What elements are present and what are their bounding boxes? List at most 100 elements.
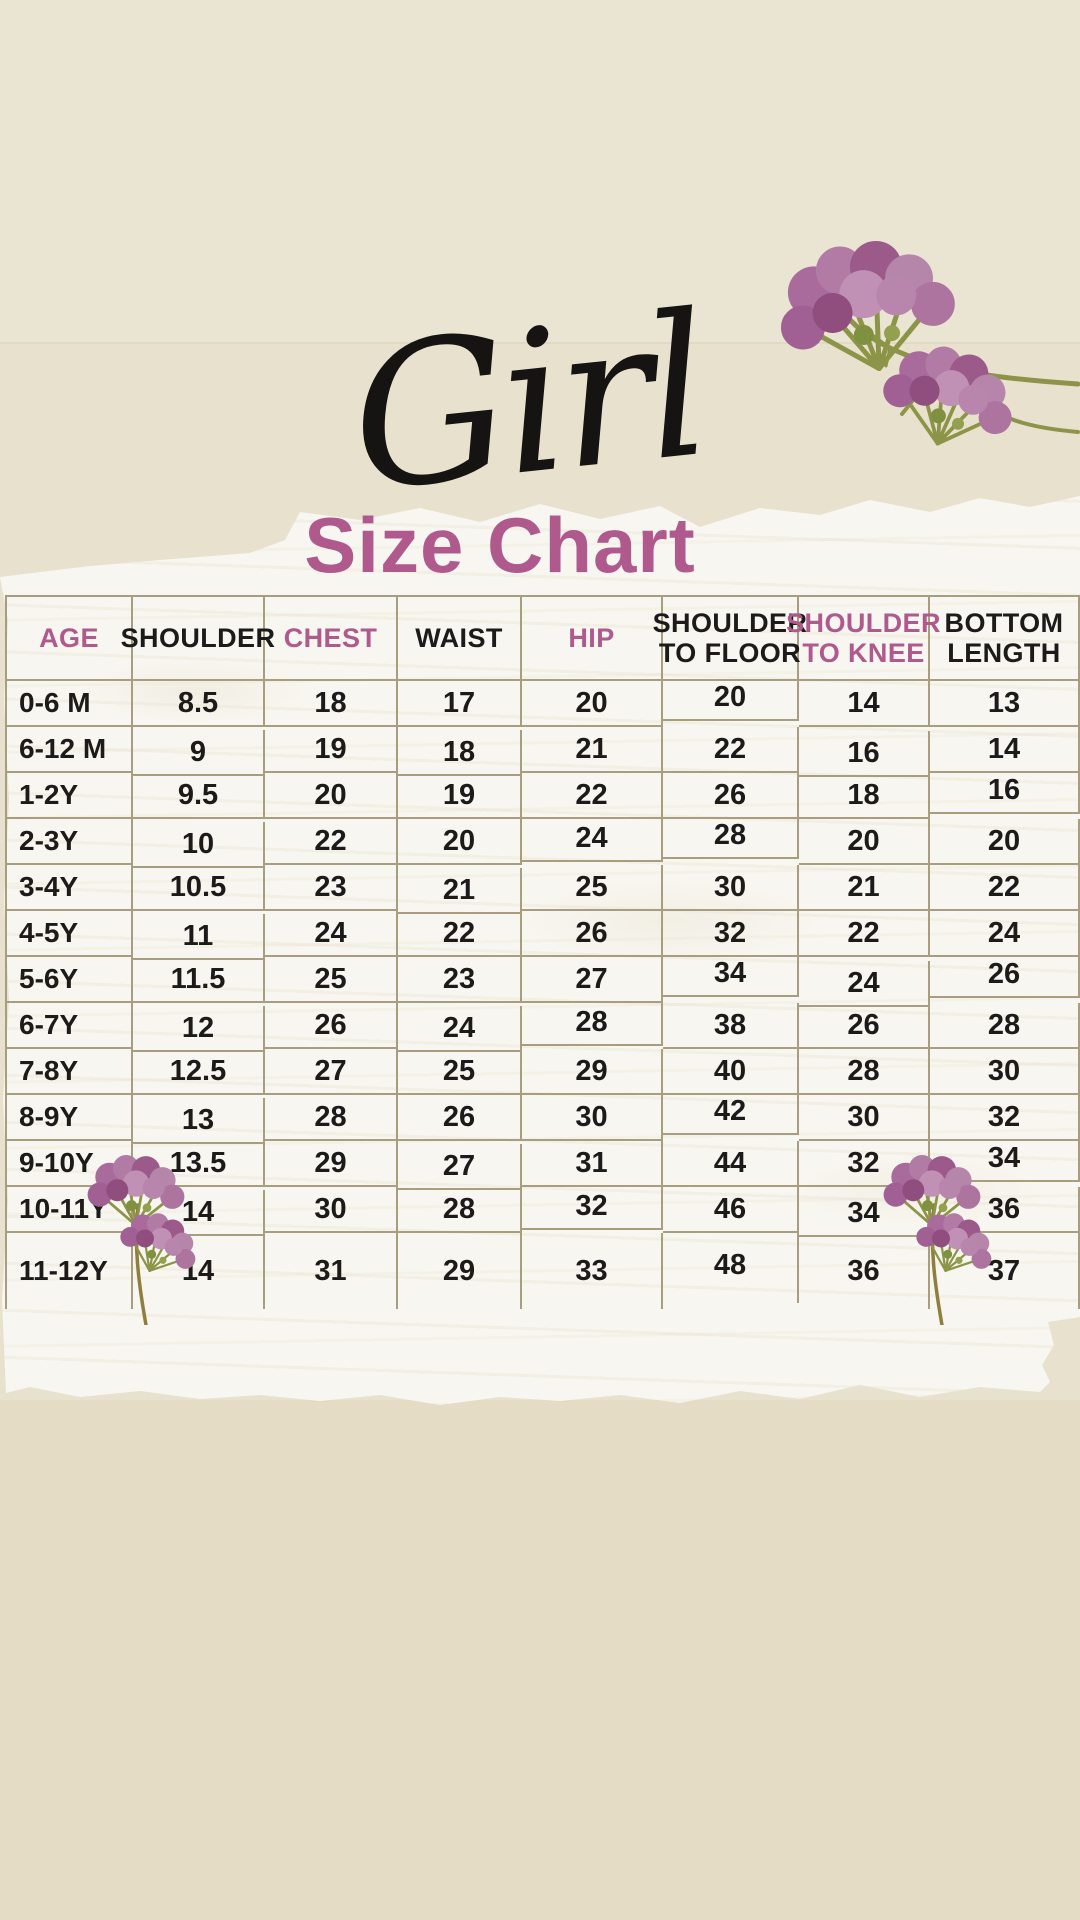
value-cell: 30	[522, 1095, 663, 1141]
table-row: 8-9Y 13 28 26 30 42 30 32	[5, 1089, 1080, 1144]
value-cell: 14	[133, 1233, 265, 1309]
value-cell: 25	[398, 1049, 522, 1095]
value-cell: 11	[133, 914, 265, 960]
value-cell: 30	[265, 1187, 398, 1233]
value-cell: 10	[133, 822, 265, 868]
table-row: 11-12Y 14 31 29 33 48 36 37	[5, 1227, 1080, 1309]
value-cell: 16	[799, 731, 930, 777]
value-cell: 14	[930, 727, 1080, 773]
value-cell: 23	[265, 865, 398, 911]
value-cell: 24	[522, 816, 663, 862]
value-cell: 21	[398, 868, 522, 914]
value-cell: 30	[930, 1049, 1080, 1095]
value-cell: 20	[930, 819, 1080, 865]
age-cell: 0-6 M	[5, 681, 133, 727]
table-row: 3-4Y 10.5 23 21 25 30 21 22	[5, 865, 1080, 914]
age-cell: 8-9Y	[5, 1095, 133, 1141]
value-cell: 32	[930, 1095, 1080, 1141]
column-header-chest: CHEST	[265, 595, 398, 681]
value-cell: 28	[799, 1049, 930, 1095]
table-body: 0-6 M 8.5 18 17 20 20 14 13 6-12 M 9 19 18 21 22 16 14 1…	[5, 675, 1080, 1309]
value-cell: 30	[663, 865, 799, 911]
table-row: 5-6Y 11.5 25 23 27 34 24 26	[5, 951, 1080, 1007]
value-cell: 37	[930, 1233, 1080, 1309]
value-cell: 26	[522, 911, 663, 957]
column-header-shoulder-to-floor: SHOULDER TO FLOOR	[653, 595, 807, 681]
value-cell: 11.5	[133, 957, 265, 1003]
value-cell: 28	[930, 1003, 1080, 1049]
value-cell: 23	[398, 957, 522, 1003]
table-row: 4-5Y 11 24 22 26 32 22 24	[5, 911, 1080, 960]
value-cell: 10.5	[133, 865, 265, 911]
value-cell: 31	[265, 1233, 398, 1309]
value-cell: 24	[799, 961, 930, 1007]
value-cell: 22	[663, 727, 799, 773]
age-cell: 5-6Y	[5, 957, 133, 1003]
value-cell: 21	[799, 865, 930, 911]
table-header-row: AGE SHOULDER CHEST WAIST HIP SHOULDER TO FLOO…	[5, 595, 1080, 681]
flower-bottom-right-icon	[882, 1153, 1000, 1325]
value-cell: 26	[398, 1095, 522, 1141]
value-cell: 29	[522, 1049, 663, 1095]
value-cell: 22	[265, 819, 398, 865]
value-cell: 21	[522, 727, 663, 773]
size-table: AGE SHOULDER CHEST WAIST HIP SHOULDER TO FLOO…	[5, 595, 1080, 1309]
value-cell: 36	[930, 1187, 1080, 1233]
table-row: 6-12 M 9 19 18 21 22 16 14	[5, 727, 1080, 777]
flower-bottom-left-icon	[86, 1153, 204, 1325]
column-header-waist: WAIST	[398, 595, 522, 681]
table-row: 0-6 M 8.5 18 17 20 20 14 13	[5, 675, 1080, 727]
value-cell: 24	[930, 911, 1080, 957]
table-row: 6-7Y 12 26 24 28 38 26 28	[5, 1000, 1080, 1052]
age-cell: 4-5Y	[5, 911, 133, 957]
value-cell: 17	[398, 681, 522, 727]
value-cell: 20	[799, 819, 930, 865]
value-cell: 9	[133, 730, 265, 776]
table-row: 2-3Y 10 22 20 24 28 20 20	[5, 813, 1080, 868]
value-cell: 19	[265, 727, 398, 773]
value-cell: 12.5	[133, 1049, 265, 1095]
value-cell: 22	[522, 773, 663, 819]
table-row: 1-2Y 9.5 20 19 22 26 18 16	[5, 768, 1080, 819]
table-row: 7-8Y 12.5 27 25 29 40 28 30	[5, 1049, 1080, 1095]
value-cell: 13	[133, 1098, 265, 1144]
background-bottom-band	[0, 1400, 1080, 1920]
value-cell: 16	[930, 768, 1080, 814]
value-cell: 9.5	[133, 773, 265, 819]
value-cell: 8.5	[133, 681, 265, 727]
page-title: Size Chart	[304, 501, 696, 589]
value-cell: 19	[398, 773, 522, 819]
value-cell: 20	[265, 773, 398, 819]
value-cell: 18	[799, 773, 930, 819]
value-cell: 26	[663, 773, 799, 819]
value-cell: 14	[799, 681, 930, 727]
column-header-shoulder: SHOULDER	[121, 595, 275, 681]
value-cell: 31	[522, 1141, 663, 1187]
value-cell: 25	[265, 957, 398, 1003]
value-cell: 25	[522, 865, 663, 911]
value-cell: 26	[799, 1003, 930, 1049]
value-cell: 18	[398, 730, 522, 776]
value-cell: 12	[133, 1006, 265, 1052]
value-cell: 46	[663, 1187, 799, 1233]
value-cell: 40	[663, 1049, 799, 1095]
value-cell: 33	[522, 1233, 663, 1309]
flower-top-right-icon	[640, 222, 1080, 462]
value-cell: 27	[265, 1049, 398, 1095]
value-cell: 27	[522, 957, 663, 1003]
age-cell: 7-8Y	[5, 1049, 133, 1095]
age-cell: 2-3Y	[5, 819, 133, 865]
value-cell: 28	[522, 1000, 663, 1046]
value-cell: 22	[799, 911, 930, 957]
value-cell: 24	[265, 911, 398, 957]
value-cell: 13.5	[133, 1141, 265, 1187]
value-cell: 28	[265, 1095, 398, 1141]
age-cell: 6-7Y	[5, 1003, 133, 1049]
value-cell: 13	[930, 681, 1080, 727]
value-cell: 28	[398, 1187, 522, 1233]
value-cell: 26	[265, 1003, 398, 1049]
age-cell: 1-2Y	[5, 773, 133, 819]
value-cell: 30	[799, 1095, 930, 1141]
age-cell: 3-4Y	[5, 865, 133, 911]
value-cell: 20	[663, 675, 799, 721]
